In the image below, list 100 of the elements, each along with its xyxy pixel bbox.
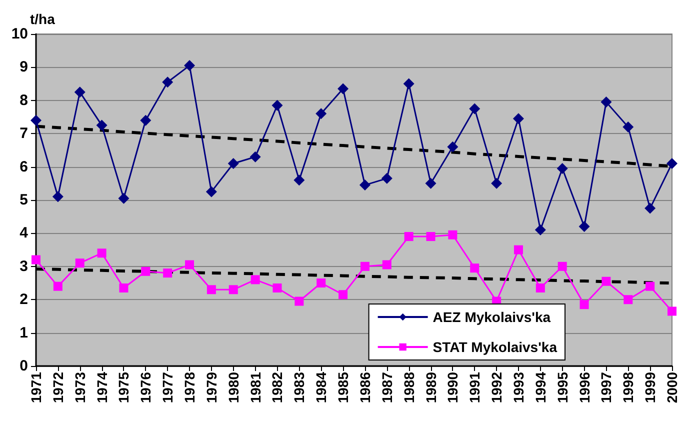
point	[426, 232, 436, 242]
x-tick-label: 1984	[313, 372, 330, 404]
point	[359, 180, 370, 191]
point	[382, 260, 392, 270]
y-tick-label: 8	[20, 92, 28, 109]
point	[228, 158, 239, 169]
point	[600, 96, 612, 108]
point	[470, 264, 480, 273]
point	[491, 178, 502, 189]
point	[228, 285, 238, 294]
point	[97, 248, 106, 258]
point	[184, 60, 196, 72]
y-tick-label: 5	[20, 192, 28, 208]
x-tick-label: 1987	[378, 372, 395, 404]
y-tick-label: 1	[20, 324, 28, 342]
point	[75, 258, 84, 268]
y-tick-label: 3	[20, 258, 28, 275]
x-tick-label: 1985	[335, 372, 352, 404]
x-tick-label: 1978	[182, 372, 198, 404]
x-tick-label: 2000	[664, 372, 679, 404]
x-tick-label: 1975	[116, 372, 132, 404]
point	[448, 230, 458, 240]
point	[52, 191, 64, 202]
y-tick-label: 0	[20, 358, 28, 374]
legend-label: STAT Mykolaivs'ka	[432, 339, 558, 355]
point	[624, 295, 633, 304]
x-tick-label: 1999	[642, 372, 658, 404]
x-tick-label: 1971	[28, 372, 44, 404]
point	[338, 290, 348, 300]
x-tick-label: 1992	[488, 372, 505, 404]
point	[558, 262, 567, 271]
point	[556, 162, 568, 174]
point	[140, 114, 152, 126]
point	[580, 300, 589, 310]
point	[381, 172, 392, 184]
point	[119, 283, 128, 292]
point	[512, 113, 524, 124]
y-axis-title: t/ha	[30, 11, 56, 27]
x-tick-label: 1996	[576, 372, 592, 404]
point	[206, 186, 217, 198]
point	[622, 121, 634, 132]
point	[646, 282, 655, 291]
point	[316, 278, 326, 288]
x-tick-label: 1973	[72, 372, 88, 404]
y-tick-label: 6	[20, 158, 28, 176]
point	[316, 108, 327, 120]
x-tick-label: 1989	[422, 372, 439, 404]
point	[74, 86, 86, 98]
point	[272, 100, 283, 111]
x-tick-label: 1977	[160, 372, 176, 404]
point	[534, 224, 546, 236]
x-tick-label: 1976	[138, 372, 154, 404]
point	[294, 296, 304, 306]
legend-label: AEZ Mykolaivs'ka	[432, 309, 551, 325]
point	[404, 232, 414, 242]
y-tick-label: 9	[20, 58, 28, 76]
point	[425, 178, 436, 189]
point	[514, 245, 523, 254]
point	[294, 174, 305, 186]
y-tick-label: 10	[11, 26, 28, 42]
y-tick-label: 4	[20, 224, 29, 242]
point	[338, 83, 349, 94]
x-tick-label: 1994	[532, 372, 548, 404]
x-tick-label: 1997	[598, 372, 614, 404]
point	[272, 283, 282, 292]
point	[96, 120, 108, 131]
x-tick-label: 1991	[466, 372, 483, 404]
x-tick-label: 1981	[247, 372, 264, 404]
point	[447, 141, 458, 152]
x-tick-label: 1986	[356, 372, 373, 404]
point	[250, 151, 261, 162]
point	[206, 285, 216, 294]
x-tick-label: 1972	[50, 372, 66, 404]
point	[644, 202, 656, 214]
point	[32, 255, 40, 264]
point	[536, 283, 545, 292]
x-tick-label: 1982	[269, 372, 286, 404]
x-tick-label: 1979	[203, 372, 220, 404]
point	[30, 114, 42, 126]
point	[578, 221, 590, 232]
point	[185, 260, 194, 270]
point	[360, 262, 370, 271]
point	[53, 282, 62, 291]
x-tick-label: 1993	[510, 372, 526, 404]
y-tick-label: 2	[20, 291, 28, 308]
x-tick-label: 1998	[620, 372, 636, 404]
point	[250, 275, 260, 284]
y-tick-label: 7	[20, 125, 28, 142]
x-tick-label: 1980	[225, 372, 242, 404]
point	[668, 306, 676, 316]
point	[602, 276, 611, 286]
point	[469, 103, 480, 114]
x-tick-label: 1974	[94, 372, 110, 404]
point	[403, 78, 414, 90]
x-tick-label: 1990	[444, 372, 461, 404]
x-tick-label: 1995	[554, 372, 570, 404]
x-tick-label: 1988	[400, 372, 417, 404]
point	[141, 266, 150, 276]
point	[162, 76, 174, 88]
x-tick-label: 1983	[291, 372, 308, 404]
